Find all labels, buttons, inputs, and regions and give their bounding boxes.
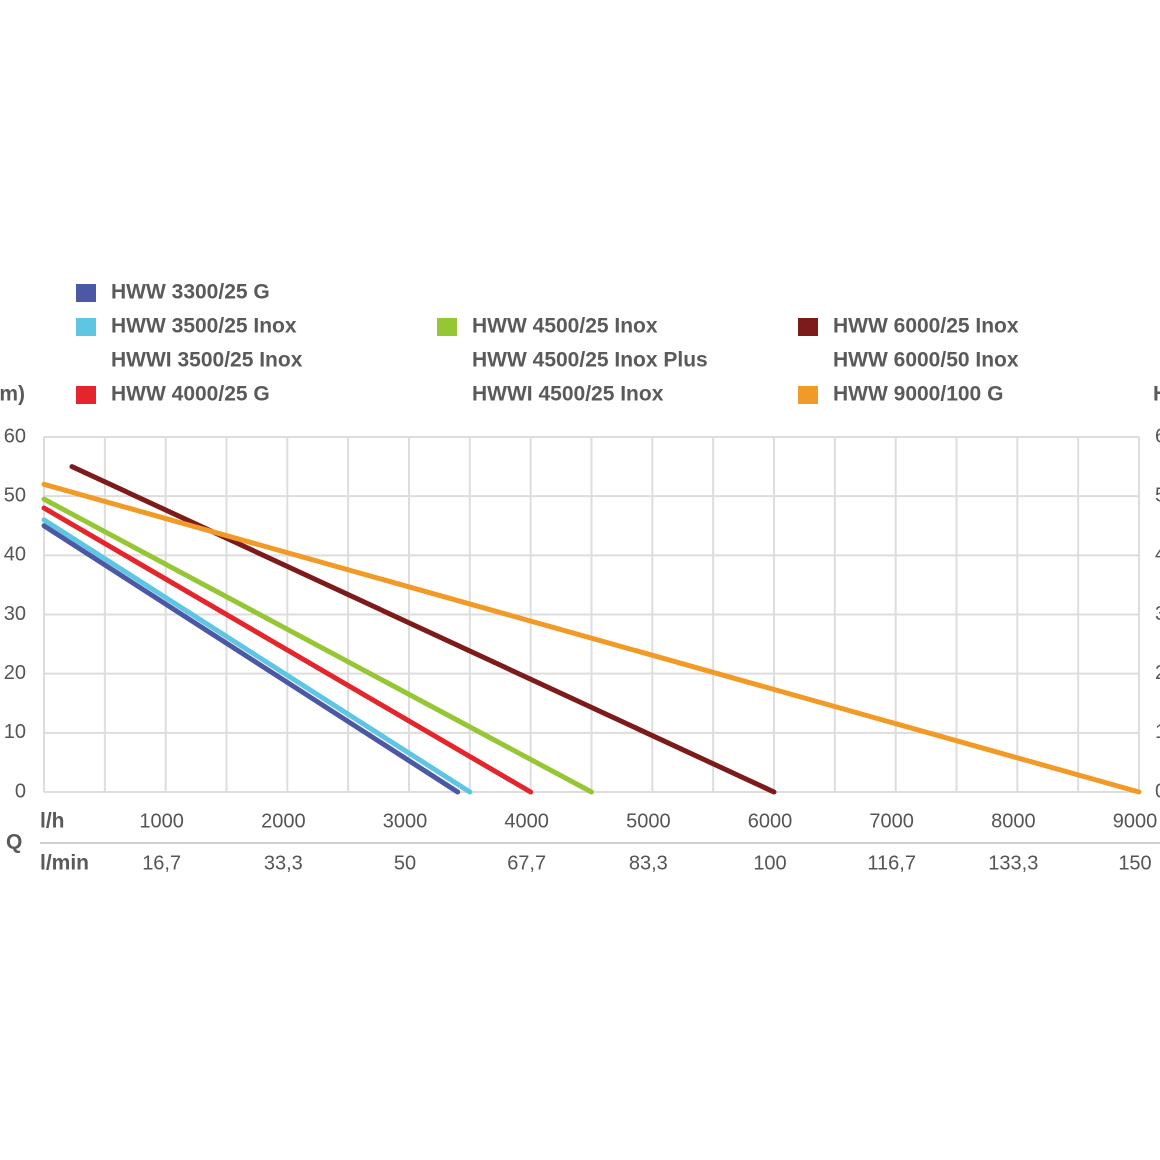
series-line: [41, 505, 534, 795]
x2-tick-label: 33,3: [264, 852, 303, 874]
y-tick-label: 30: [4, 603, 26, 625]
x2-tick-label: 83,3: [629, 852, 668, 874]
legend-label: HWWI 4500/25 Inox: [472, 383, 664, 406]
grid: [43, 436, 1140, 793]
y2-tick-label: 20: [1155, 662, 1160, 684]
x-tick-label: 7000: [869, 810, 914, 832]
x2-tick-label: 133,3: [988, 852, 1038, 874]
y2-tick-label: 50: [1155, 484, 1160, 506]
legend-swatch: [76, 386, 96, 404]
x2-tick-label: 67,7: [507, 852, 546, 874]
series-line: [69, 464, 777, 795]
x-tick-label: 3000: [383, 810, 428, 832]
legend-swatch: [76, 318, 96, 336]
y2-tick-label: 0: [1155, 780, 1160, 802]
legend-swatch: [437, 318, 457, 336]
series-line: [41, 517, 473, 795]
y-tick-label: 0: [15, 780, 26, 802]
legend-swatch: [798, 318, 818, 336]
y-axis-label: H (m): [0, 383, 25, 406]
y-tick-label: 20: [4, 662, 26, 684]
series-line: [41, 496, 594, 795]
legend-label: HWW 6000/25 Inox: [833, 315, 1019, 338]
legend-label: HWW 3500/25 Inox: [111, 315, 297, 338]
y2-tick-label: 10: [1155, 721, 1160, 743]
x-tick-label: 1000: [139, 810, 184, 832]
legend-swatch: [76, 284, 96, 302]
x-axis-label: Q: [6, 831, 22, 854]
x-tick-label: 2000: [261, 810, 306, 832]
x-tick-label: 6000: [748, 810, 793, 832]
y-tick-label: 40: [4, 544, 26, 566]
legend-label: HWW 4500/25 Inox: [472, 315, 658, 338]
x2-tick-label: 50: [394, 852, 416, 874]
series-line: [41, 481, 1142, 795]
x-tick-label: 5000: [626, 810, 671, 832]
y2-tick-label: 30: [1155, 603, 1160, 625]
legend-label: HWW 4000/25 G: [111, 383, 270, 406]
x2-tick-label: 100: [753, 852, 786, 874]
legend-swatch: [798, 386, 818, 404]
x2-tick-label: 150: [1118, 852, 1151, 874]
legend-label: HWW 6000/50 Inox: [833, 349, 1019, 372]
y2-tick-label: 60: [1155, 425, 1160, 447]
legend-label: HWW 4500/25 Inox Plus: [472, 349, 708, 372]
y2-tick-label: 40: [1155, 544, 1160, 566]
x-tick-label: 8000: [991, 810, 1036, 832]
y-tick-label: 60: [4, 425, 26, 447]
series-line: [41, 523, 461, 795]
legend-label: HWWI 3500/25 Inox: [111, 349, 303, 372]
legend-label: HWW 3300/25 G: [111, 281, 270, 304]
x2-unit: l/min: [40, 852, 89, 875]
x2-tick-label: 116,7: [867, 852, 916, 874]
y-tick-label: 50: [4, 484, 26, 506]
y2-axis-label: H (m): [1153, 383, 1160, 406]
y-tick-label: 10: [4, 721, 26, 743]
x2-tick-label: 16,7: [142, 852, 181, 874]
x-tick-label: 4000: [504, 810, 549, 832]
x-tick-label: 9000: [1113, 810, 1158, 832]
legend-label: HWW 9000/100 G: [833, 383, 1003, 406]
x-unit: l/h: [40, 810, 65, 833]
